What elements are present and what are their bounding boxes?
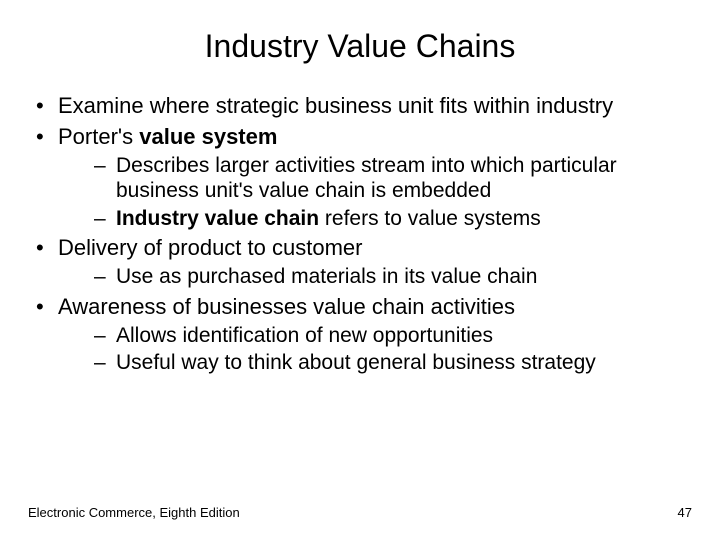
sub-bullet-text: Use as purchased materials in its value …: [116, 265, 537, 288]
list-item: Porter's value system Describes larger a…: [28, 124, 692, 232]
bullet-text: Examine where strategic business unit fi…: [58, 93, 613, 118]
bullet-text: Awareness of businesses value chain acti…: [58, 294, 515, 319]
sub-list: Allows identification of new opportuniti…: [58, 323, 692, 376]
slide: Industry Value Chains Examine where stra…: [0, 0, 720, 540]
slide-content: Examine where strategic business unit fi…: [0, 93, 720, 376]
list-item: Allows identification of new opportuniti…: [58, 323, 692, 349]
bullet-list: Examine where strategic business unit fi…: [28, 93, 692, 376]
sub-list: Use as purchased materials in its value …: [58, 264, 692, 290]
footer-source: Electronic Commerce, Eighth Edition: [28, 505, 240, 520]
list-item: Use as purchased materials in its value …: [58, 264, 692, 290]
bullet-text-prefix: Porter's: [58, 124, 139, 149]
page-number: 47: [678, 505, 692, 520]
list-item: Describes larger activities stream into …: [58, 153, 692, 204]
bullet-text-bold: value system: [139, 124, 277, 149]
bullet-text: Delivery of product to customer: [58, 235, 362, 260]
list-item: Awareness of businesses value chain acti…: [28, 294, 692, 376]
sub-bullet-text-bold: Industry value chain: [116, 207, 319, 230]
sub-list: Describes larger activities stream into …: [58, 153, 692, 232]
list-item: Delivery of product to customer Use as p…: [28, 235, 692, 289]
list-item: Examine where strategic business unit fi…: [28, 93, 692, 120]
sub-bullet-text: Useful way to think about general busine…: [116, 351, 596, 374]
sub-bullet-text-rest: refers to value systems: [319, 207, 541, 230]
slide-title: Industry Value Chains: [0, 0, 720, 93]
list-item: Industry value chain refers to value sys…: [58, 206, 692, 232]
list-item: Useful way to think about general busine…: [58, 350, 692, 376]
sub-bullet-text: Allows identification of new opportuniti…: [116, 324, 493, 347]
sub-bullet-text: Describes larger activities stream into …: [116, 154, 617, 203]
slide-footer: Electronic Commerce, Eighth Edition 47: [28, 505, 692, 520]
